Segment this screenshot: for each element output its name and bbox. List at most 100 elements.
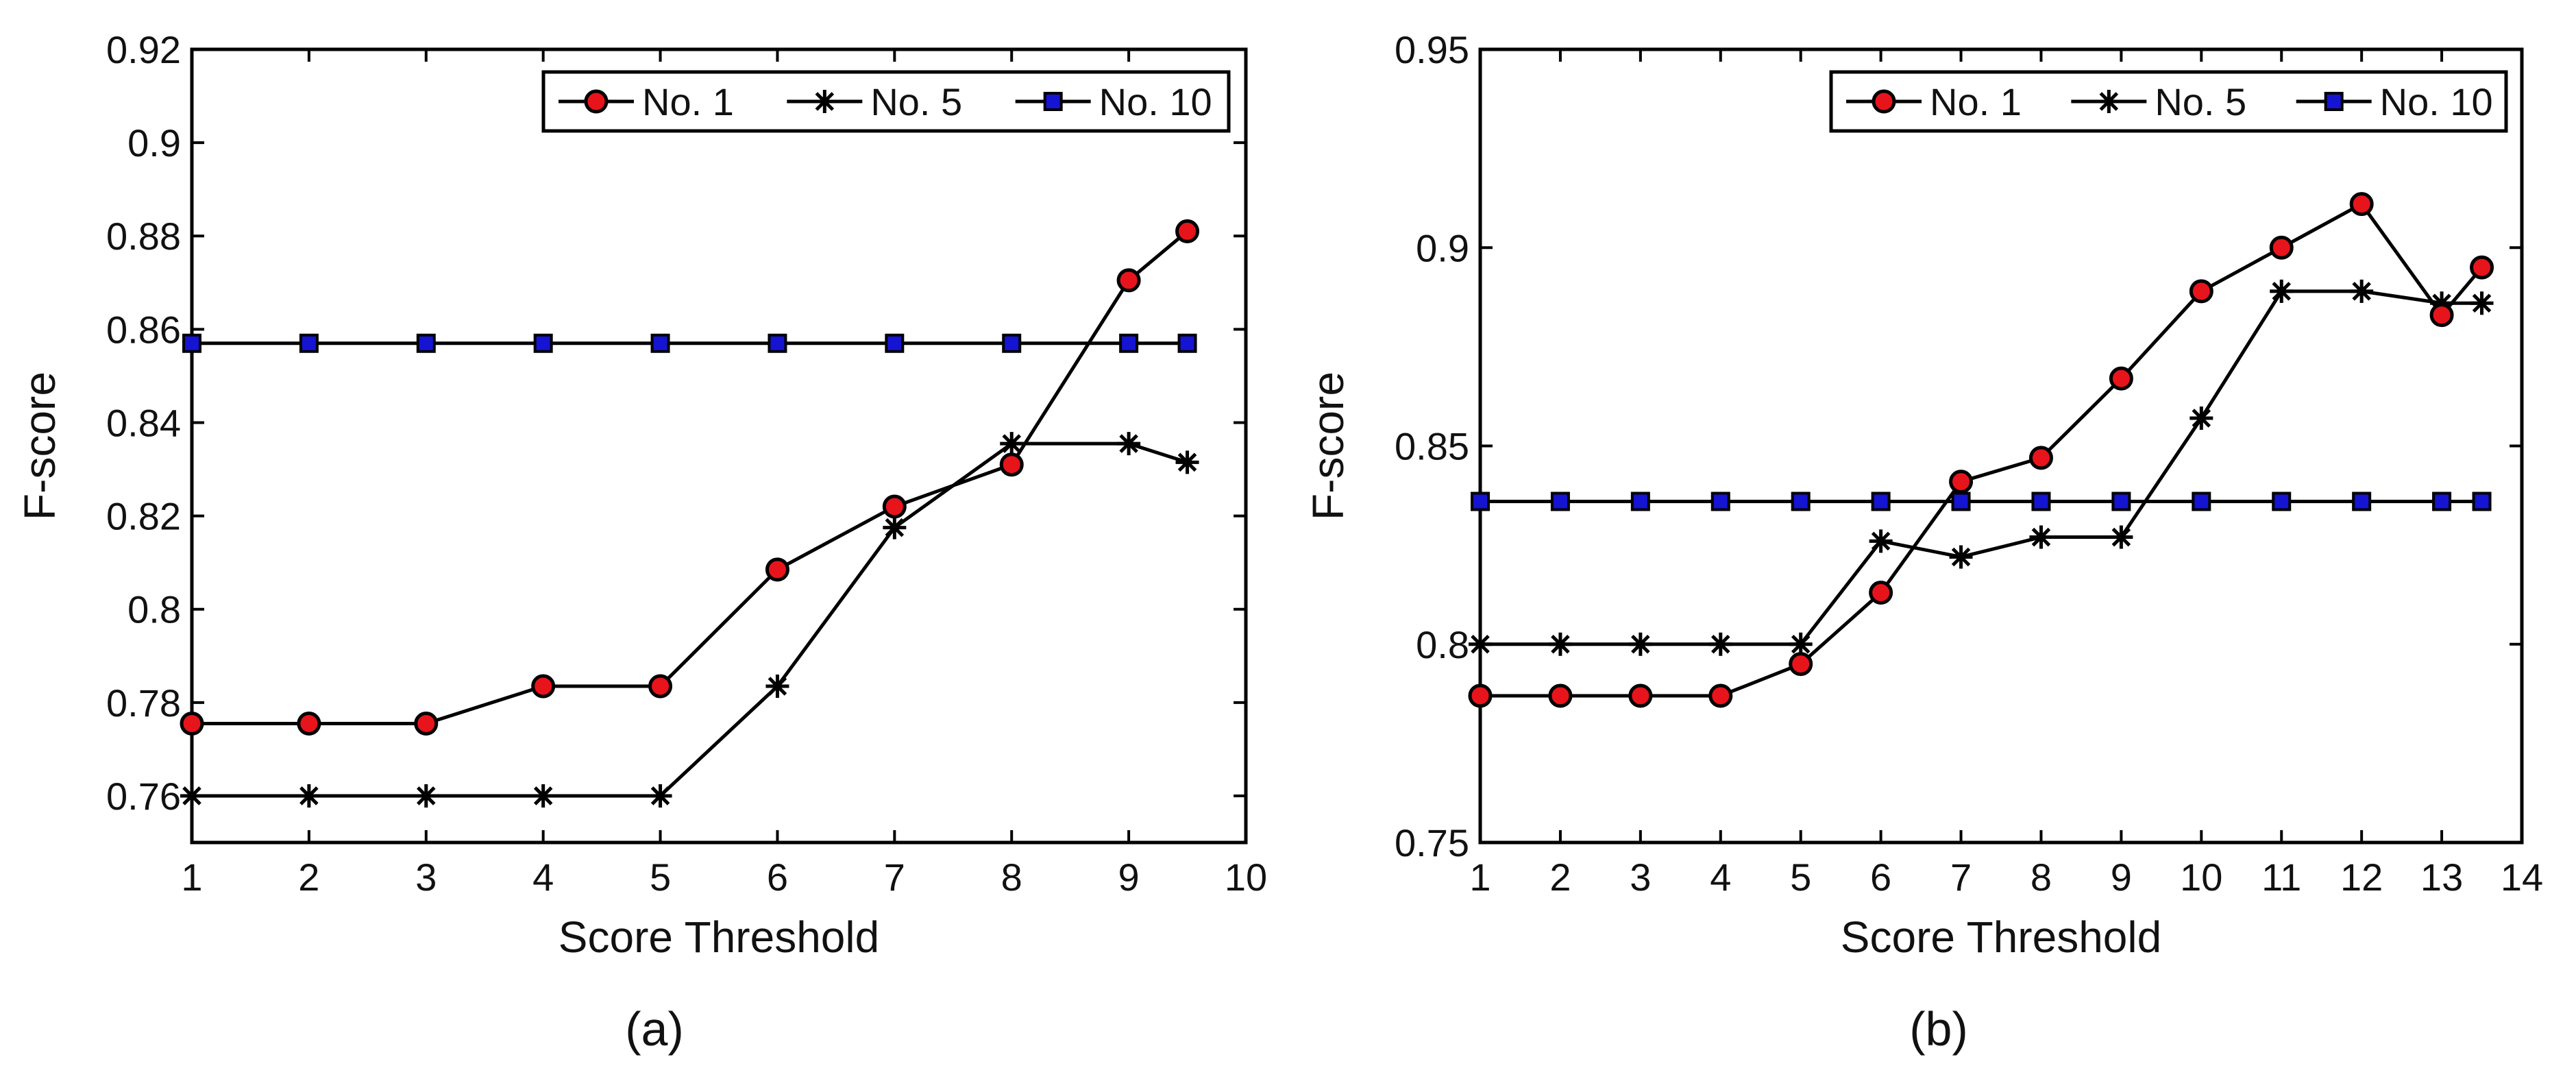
legend-label: No. 5 [870,80,962,123]
y-tick-label: 0.8 [127,588,181,631]
data-point-circle [1116,268,1141,293]
x-tick-label: 6 [1870,856,1891,899]
y-tick-label: 0.78 [106,681,181,725]
legend-marker-asterisk [813,90,837,113]
data-point-square [768,333,787,353]
x-tick-label: 4 [532,856,554,899]
panel-label: (b) [1909,1002,1968,1056]
data-point-asterisk [2109,525,2133,549]
data-point-asterisk [2189,407,2213,431]
y-tick-label: 0.76 [106,775,181,818]
y-tick-label: 0.82 [106,495,181,538]
legend-marker-asterisk [2097,90,2121,113]
x-tick-label: 1 [181,856,202,899]
data-point-square [2432,492,2452,511]
legend-label: No. 1 [642,80,734,123]
data-point-asterisk [1469,632,1492,656]
data-point-square [2272,492,2292,511]
data-point-square [299,333,319,353]
y-tick-label: 0.85 [1395,425,1469,468]
data-point-circle [2349,192,2374,217]
data-point-circle [2189,279,2213,304]
y-tick-label: 0.9 [1416,226,1469,269]
data-point-asterisk [1117,432,1141,456]
legend-box [541,70,1231,133]
x-axis-label: Score Threshold [1841,912,2161,962]
data-point-circle [2429,303,2454,328]
y-tick-label: 0.86 [106,308,181,351]
series-line-asterisk [1480,289,2482,646]
data-point-asterisk [297,784,321,808]
x-tick-label: 6 [767,856,788,899]
x-tick-label: 13 [2420,856,2463,899]
data-point-asterisk [531,784,555,808]
data-point-square [1471,492,1490,511]
data-point-asterisk [1789,632,1813,656]
legend-label: No. 10 [1099,80,1212,123]
x-tick-label: 4 [1710,856,1731,899]
legend-box [1829,70,2508,133]
data-point-square [2192,492,2211,511]
data-point-circle [999,452,1024,477]
data-point-square [1710,492,1730,511]
data-point-square [650,333,670,353]
x-tick-label: 11 [2261,856,2301,899]
y-tick-label: 0.75 [1395,821,1469,864]
y-tick-label: 0.88 [106,215,181,258]
x-tick-label: 8 [2031,856,2052,899]
y-tick-label: 0.9 [127,121,181,165]
data-point-circle [648,674,673,699]
x-tick-label: 10 [2180,856,2222,899]
panel-a: 1 2 3 4 5 6 7 8 9 10 0.76 0.78 0.8 0.82 0.84 0.86 0.88 0.… [15,28,1267,1056]
x-axis-label: Score Threshold [559,912,879,962]
data-point-asterisk [2470,291,2494,315]
series-line-asterisk [192,441,1188,798]
x-tick-label: 7 [1950,856,1972,899]
legend-marker-square [2324,92,2344,111]
y-axis-label: F-score [15,372,64,520]
x-tick-label: 10 [1225,856,1267,899]
x-tick-label: 1 [1469,856,1491,899]
data-point-circle [1949,470,1974,494]
data-point-circle [297,711,321,736]
x-tick-label: 9 [1118,856,1140,899]
data-point-circle [1869,581,1893,605]
x-tick-label: 5 [1790,856,1811,899]
legend-marker-circle [1872,89,1896,114]
data-point-square [2031,492,2051,511]
x-tick-label: 9 [2111,856,2132,899]
data-point-square [182,333,201,353]
data-point-square [2352,492,2372,511]
data-point-square [1951,492,1971,511]
data-point-asterisk [1708,632,1732,656]
data-point-asterisk [1949,545,1973,569]
data-point-square [2472,492,2492,511]
data-point-asterisk [1175,450,1199,474]
data-point-circle [414,711,439,736]
data-point-asterisk [1628,632,1652,656]
x-tick-label: 2 [1549,856,1571,899]
data-point-square [1550,492,1570,511]
panel-label: (a) [625,1002,684,1056]
y-axis-label: F-score [1303,372,1353,520]
data-point-circle [531,674,556,699]
data-point-square [1630,492,1650,511]
data-point-asterisk [2270,279,2294,303]
data-point-asterisk [1869,529,1893,553]
data-point-circle [1175,219,1200,243]
data-point-circle [1548,683,1573,708]
x-tick-label: 3 [415,856,437,899]
data-point-asterisk [2029,525,2053,549]
data-point-asterisk [1548,632,1572,656]
data-point-circle [1468,683,1493,708]
data-point-asterisk [765,675,789,698]
panel-b: 1 2 3 4 5 6 7 8 9 10 11 12 13 140.750.80.850.90.95Sco… [1303,28,2543,1056]
data-point-circle [2028,446,2053,470]
y-tick-label: 0.95 [1395,28,1469,71]
legend-label: No. 1 [1930,80,2022,123]
data-point-asterisk [1000,432,1024,456]
data-point-circle [1708,683,1733,708]
data-point-square [1119,333,1139,353]
data-point-circle [2269,235,2294,260]
data-point-square [1177,333,1197,353]
